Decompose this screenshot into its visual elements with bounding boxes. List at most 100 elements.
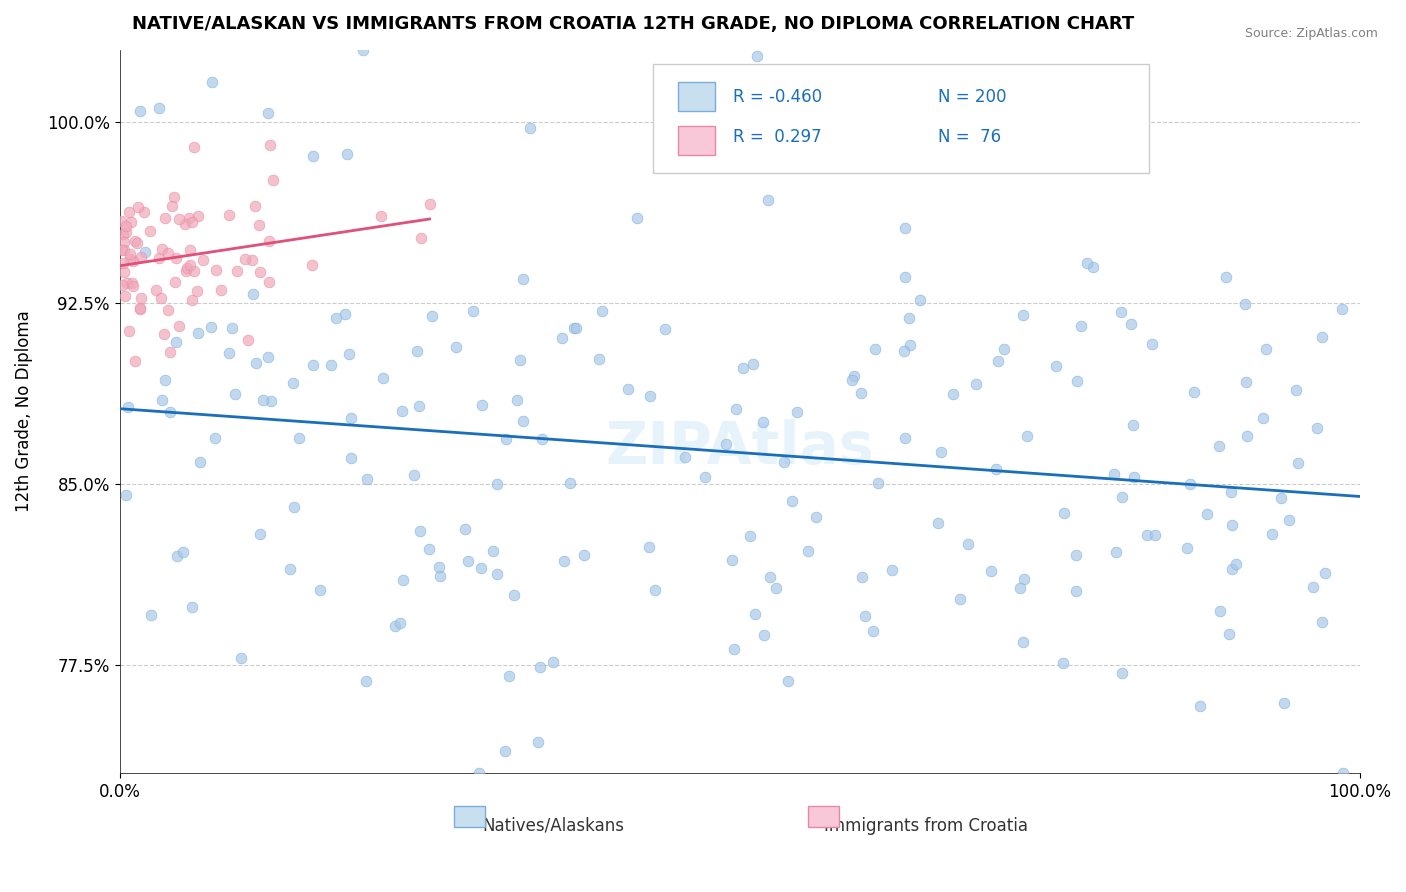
Point: [747, 49, 769, 63]
Point: [929, 445, 952, 459]
Point: [233, 252, 256, 267]
Point: [187, 209, 209, 223]
Point: [218, 346, 240, 360]
Point: [1225, 557, 1247, 571]
Point: [118, 324, 141, 338]
Point: [509, 353, 531, 368]
Point: [498, 668, 520, 682]
Point: [1310, 329, 1333, 343]
Point: [1220, 562, 1243, 576]
Point: [110, 214, 132, 228]
Point: [1278, 512, 1301, 526]
Point: [180, 599, 202, 614]
Point: [654, 322, 676, 336]
Point: [201, 75, 224, 89]
Point: [257, 235, 280, 249]
Point: [481, 543, 503, 558]
Text: R = -0.460: R = -0.460: [734, 87, 823, 106]
Point: [741, 357, 763, 371]
Point: [160, 199, 183, 213]
Point: [283, 500, 305, 515]
Point: [897, 311, 920, 326]
Point: [893, 343, 915, 358]
Point: [127, 236, 149, 251]
Text: Natives/Alaskans: Natives/Alaskans: [482, 816, 624, 835]
Point: [218, 208, 240, 222]
Point: [165, 252, 187, 266]
Point: [1331, 766, 1354, 780]
Point: [626, 211, 648, 226]
Point: [392, 574, 415, 588]
Point: [352, 43, 374, 57]
Point: [153, 211, 176, 225]
Point: [673, 450, 696, 464]
Text: N = 200: N = 200: [938, 87, 1007, 106]
Point: [333, 308, 356, 322]
Point: [551, 330, 574, 344]
Point: [1008, 581, 1031, 595]
Point: [778, 673, 800, 688]
Point: [862, 624, 884, 639]
Point: [1122, 469, 1144, 483]
Point: [257, 350, 280, 364]
Point: [148, 251, 170, 265]
Point: [188, 455, 211, 469]
Point: [1285, 383, 1308, 397]
Point: [572, 548, 595, 562]
Point: [1144, 528, 1167, 542]
Point: [221, 321, 243, 335]
Point: [993, 342, 1015, 356]
Text: ZIPAtlas: ZIPAtlas: [605, 419, 875, 476]
Point: [693, 470, 716, 484]
Point: [485, 477, 508, 491]
Point: [638, 389, 661, 403]
Point: [898, 338, 921, 352]
Point: [172, 545, 194, 559]
Point: [257, 106, 280, 120]
Point: [927, 516, 949, 530]
Point: [752, 415, 775, 429]
Point: [541, 655, 564, 669]
Point: [153, 326, 176, 341]
Point: [849, 385, 872, 400]
Point: [1197, 507, 1219, 521]
Point: [756, 193, 779, 207]
Point: [139, 607, 162, 622]
Point: [179, 243, 201, 257]
Point: [115, 219, 138, 233]
Point: [340, 411, 363, 425]
Point: [1218, 626, 1240, 640]
Point: [1302, 580, 1324, 594]
Point: [118, 204, 141, 219]
Point: [882, 563, 904, 577]
Point: [384, 619, 406, 633]
Point: [512, 414, 534, 428]
Point: [112, 227, 135, 242]
Text: NATIVE/ALASKAN VS IMMIGRANTS FROM CROATIA 12TH GRADE, NO DIPLOMA CORRELATION CHA: NATIVE/ALASKAN VS IMMIGRANTS FROM CROATI…: [132, 15, 1135, 33]
Point: [1182, 385, 1205, 400]
Point: [166, 549, 188, 563]
Point: [240, 252, 263, 267]
Point: [1136, 528, 1159, 542]
Point: [1220, 518, 1243, 533]
Point: [617, 382, 640, 396]
Point: [754, 628, 776, 642]
Point: [408, 399, 430, 413]
Point: [124, 354, 146, 368]
Point: [156, 246, 179, 260]
Point: [1081, 260, 1104, 274]
Point: [150, 393, 173, 408]
Point: [1234, 375, 1257, 389]
Point: [179, 259, 201, 273]
Point: [229, 651, 252, 665]
Point: [111, 277, 134, 292]
Point: [1286, 456, 1309, 470]
Point: [129, 104, 152, 119]
Point: [128, 302, 150, 317]
Point: [252, 393, 274, 408]
Point: [1052, 656, 1074, 670]
Point: [180, 293, 202, 307]
Point: [112, 235, 135, 249]
Point: [204, 432, 226, 446]
Point: [139, 224, 162, 238]
